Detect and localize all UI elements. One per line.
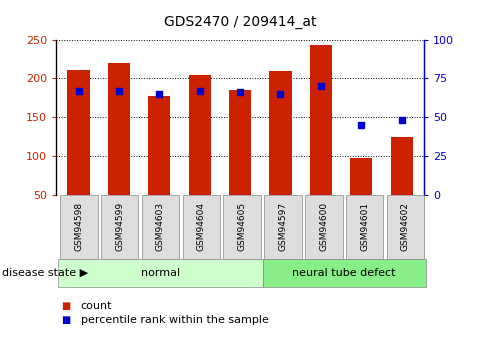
Text: neural tube defect: neural tube defect bbox=[293, 268, 396, 278]
Text: normal: normal bbox=[141, 268, 180, 278]
Bar bbox=[148, 96, 171, 234]
Text: GSM94601: GSM94601 bbox=[360, 202, 369, 252]
Text: GSM94604: GSM94604 bbox=[197, 202, 206, 252]
Point bbox=[276, 91, 284, 97]
Bar bbox=[270, 71, 292, 234]
Point bbox=[155, 91, 163, 97]
Bar bbox=[108, 63, 130, 234]
Point bbox=[317, 83, 325, 89]
Text: GSM94599: GSM94599 bbox=[115, 202, 124, 252]
Text: GSM94598: GSM94598 bbox=[74, 202, 83, 252]
Text: GDS2470 / 209414_at: GDS2470 / 209414_at bbox=[164, 16, 317, 29]
Point bbox=[236, 90, 244, 95]
Bar bbox=[310, 45, 332, 234]
Point bbox=[196, 88, 204, 94]
Text: disease state ▶: disease state ▶ bbox=[2, 268, 89, 278]
Bar bbox=[350, 158, 372, 234]
Point bbox=[398, 118, 406, 123]
Bar bbox=[229, 90, 251, 234]
Bar bbox=[189, 75, 211, 234]
Text: GSM94597: GSM94597 bbox=[278, 202, 288, 252]
Point bbox=[74, 88, 82, 94]
Text: GSM94603: GSM94603 bbox=[156, 202, 165, 252]
Point bbox=[115, 88, 123, 94]
Text: percentile rank within the sample: percentile rank within the sample bbox=[81, 315, 269, 325]
Text: count: count bbox=[81, 302, 112, 311]
Bar bbox=[391, 137, 413, 234]
Point bbox=[357, 122, 365, 128]
Text: ■: ■ bbox=[61, 315, 71, 325]
Bar bbox=[68, 70, 90, 234]
Text: ■: ■ bbox=[61, 302, 71, 311]
Text: GSM94605: GSM94605 bbox=[238, 202, 246, 252]
Text: GSM94602: GSM94602 bbox=[401, 202, 410, 252]
Text: GSM94600: GSM94600 bbox=[319, 202, 328, 252]
